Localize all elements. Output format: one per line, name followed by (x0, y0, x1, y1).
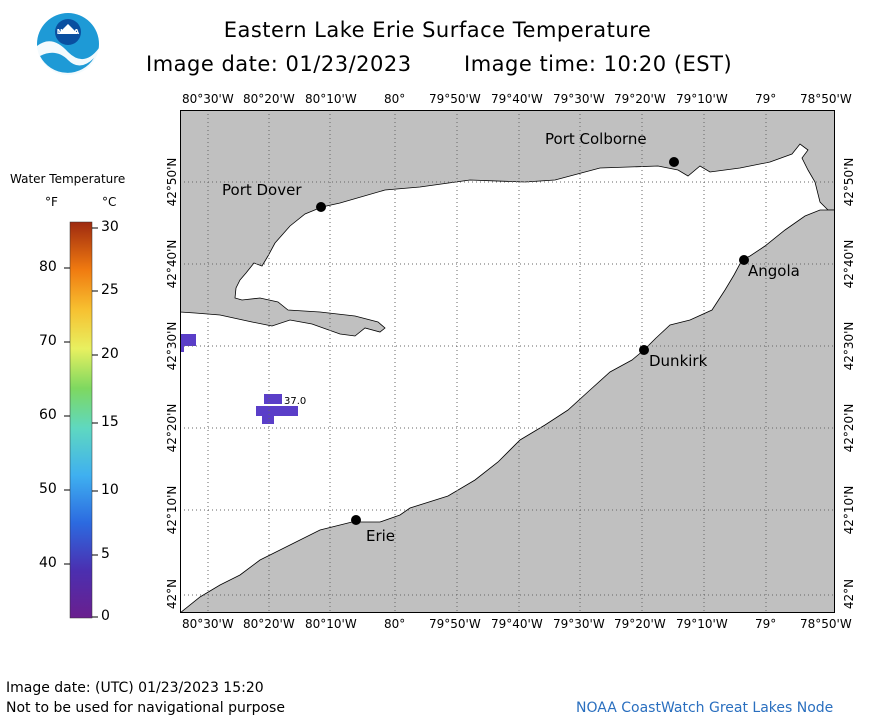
c-tick-15: 15 (101, 414, 119, 430)
cold-water-patch (264, 394, 282, 404)
c-tick-0: 0 (101, 608, 110, 624)
utc-date: Image date: (UTC) 01/23/2023 15:20 (6, 680, 264, 696)
city-label-port-colborne: Port Colborne (545, 130, 647, 148)
lon-label-top: 79°20'W (614, 92, 666, 106)
lon-label-bottom: 79° (755, 617, 777, 631)
lat-label-left: 42°N (165, 578, 179, 610)
lon-label-top: 80° (384, 92, 406, 106)
image-date: Image date: 01/23/2023 (146, 52, 412, 76)
scale-ticks (64, 227, 98, 618)
lon-label-top: 80°30'W (182, 92, 234, 106)
lon-label-top: 79°50'W (429, 92, 481, 106)
lon-label-bottom: 79°20'W (614, 617, 666, 631)
city-marker-dunkirk (639, 345, 649, 355)
city-marker-angola (739, 255, 749, 265)
city-label-port-dover: Port Dover (222, 181, 302, 199)
cold-water-patch (180, 334, 196, 346)
lon-label-bottom: 79°40'W (491, 617, 543, 631)
f-tick-40: 40 (39, 555, 57, 571)
credit-link[interactable]: NOAA CoastWatch Great Lakes Node (576, 700, 834, 716)
noaa-logo: NOAA (36, 13, 99, 76)
city-marker-port-colborne (669, 157, 679, 167)
lon-label-bottom: 80°30'W (182, 617, 234, 631)
c-tick-25: 25 (101, 282, 119, 298)
c-tick-5: 5 (101, 546, 110, 562)
f-tick-70: 70 (39, 333, 57, 349)
lon-label-top: 79°30'W (553, 92, 605, 106)
f-tick-80: 80 (39, 259, 57, 275)
lake-map: Port Colborne Port Dover Angola Dunkirk … (180, 110, 835, 613)
city-marker-port-dover (316, 202, 326, 212)
city-label-erie: Erie (366, 527, 395, 545)
noaa-logo-text: NOAA (57, 28, 80, 36)
lon-label-top: 79°10'W (676, 92, 728, 106)
c-tick-30: 30 (101, 219, 119, 235)
page-title: Eastern Lake Erie Surface Temperature (223, 18, 652, 42)
lon-label-bottom: 79°50'W (429, 617, 481, 631)
lon-label-bottom: 79°30'W (553, 617, 605, 631)
lat-label-right: 42°20'N (842, 403, 856, 453)
color-ramp (69, 221, 93, 619)
lat-label-right: 42°30'N (842, 321, 856, 371)
lat-label-left: 42°20'N (165, 403, 179, 453)
lat-label-left: 42°10'N (165, 485, 179, 535)
lon-label-top: 78°50'W (800, 92, 852, 106)
legend-unit-c: °C (102, 195, 117, 209)
f-tick-60: 60 (39, 407, 57, 423)
lon-label-bottom: 79°10'W (676, 617, 728, 631)
f-tick-50: 50 (39, 481, 57, 497)
lon-label-bottom: 80°10'W (305, 617, 357, 631)
cold-water-patch (262, 416, 274, 424)
lat-label-right: 42°N (842, 578, 856, 610)
c-tick-10: 10 (101, 482, 119, 498)
lon-label-top: 80°10'W (305, 92, 357, 106)
legend-title: Water Temperature (10, 172, 126, 186)
map-frame (180, 110, 835, 613)
cold-water-patch (256, 406, 298, 416)
lon-label-bottom: 78°50'W (800, 617, 852, 631)
lat-label-right: 42°50'N (842, 157, 856, 207)
cold-water-patch (180, 346, 184, 352)
c-tick-20: 20 (101, 346, 119, 362)
lon-label-top: 79°40'W (491, 92, 543, 106)
city-label-angola: Angola (748, 262, 800, 280)
temperature-reading: 37.0 (284, 396, 306, 407)
lon-label-top: 79° (755, 92, 777, 106)
lat-label-right: 42°40'N (842, 239, 856, 289)
legend-unit-f: °F (45, 195, 58, 209)
lon-label-top: 80°20'W (243, 92, 295, 106)
lat-label-right: 42°10'N (842, 485, 856, 535)
disclaimer: Not to be used for navigational purpose (6, 700, 285, 716)
city-label-dunkirk: Dunkirk (649, 352, 708, 370)
canada-land (180, 110, 835, 337)
lat-label-left: 42°30'N (165, 321, 179, 371)
image-time: Image time: 10:20 (EST) (464, 52, 733, 76)
lat-label-left: 42°50'N (165, 157, 179, 207)
lon-label-bottom: 80°20'W (243, 617, 295, 631)
city-marker-erie (351, 515, 361, 525)
lat-label-left: 42°40'N (165, 239, 179, 289)
temperature-color-scale (64, 221, 98, 619)
lon-label-bottom: 80° (384, 617, 406, 631)
